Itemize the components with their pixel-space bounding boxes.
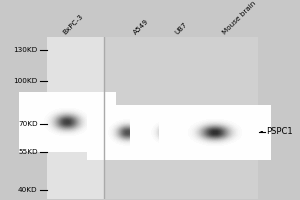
Text: 100KD: 100KD [14, 78, 38, 84]
Text: A549: A549 [133, 19, 150, 36]
Text: U87: U87 [174, 22, 188, 36]
Bar [46, 37, 104, 199]
Text: 70KD: 70KD [18, 121, 38, 127]
Text: BxPC-3: BxPC-3 [61, 14, 84, 36]
Text: 40KD: 40KD [18, 187, 38, 193]
Bar [104, 37, 258, 199]
Text: Mouse brain: Mouse brain [221, 1, 257, 36]
Text: 130KD: 130KD [14, 47, 38, 53]
Text: 55KD: 55KD [18, 149, 38, 155]
Text: PSPC1: PSPC1 [266, 127, 293, 136]
